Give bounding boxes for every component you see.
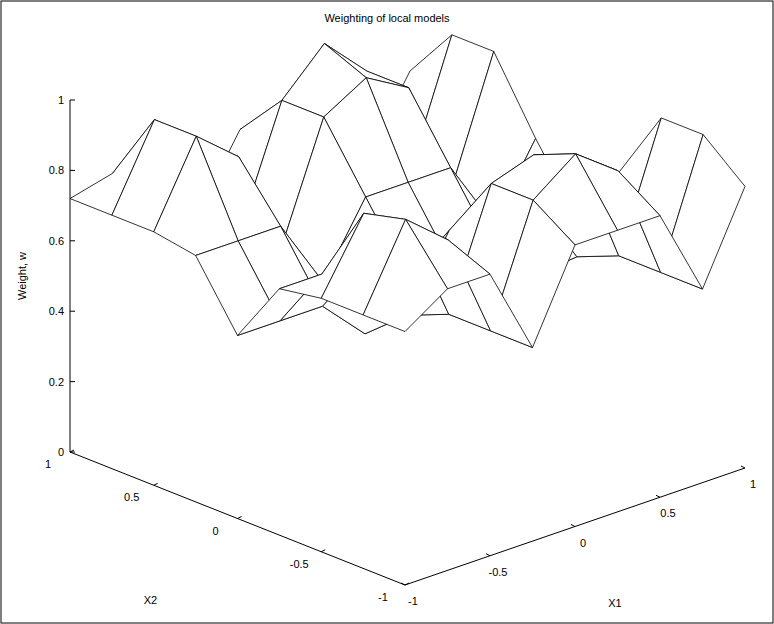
svg-text:0: 0 [212,525,218,537]
svg-text:-0.5: -0.5 [290,558,309,570]
svg-text:-1: -1 [378,591,388,603]
svg-text:Weighting of local models: Weighting of local models [324,12,450,24]
svg-text:1: 1 [45,458,51,470]
svg-text:0.2: 0.2 [49,376,64,388]
svg-text:-1: -1 [408,595,418,607]
svg-text:0.6: 0.6 [49,235,64,247]
svg-text:1: 1 [750,478,756,490]
svg-text:X2: X2 [144,594,157,606]
svg-text:-0.5: -0.5 [489,566,508,578]
svg-text:0: 0 [58,446,64,458]
svg-text:0.5: 0.5 [124,491,139,503]
svg-text:Weight, w: Weight, w [16,252,28,300]
svg-text:0.4: 0.4 [49,305,64,317]
svg-text:1: 1 [58,94,64,106]
svg-text:X1: X1 [608,597,621,609]
svg-text:0.5: 0.5 [660,507,675,519]
svg-text:0: 0 [580,537,586,549]
svg-text:0.8: 0.8 [49,164,64,176]
